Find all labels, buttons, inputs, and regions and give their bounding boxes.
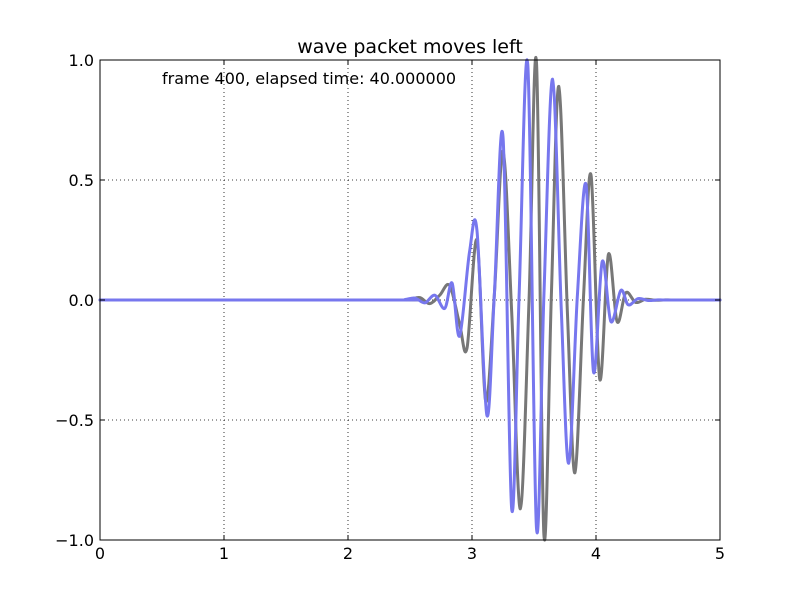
frame-annotation: frame 400, elapsed time: 40.000000: [162, 69, 456, 88]
y-tick-label: 1.0: [69, 51, 94, 70]
x-tick-label: 4: [591, 544, 601, 563]
x-tick-label: 3: [467, 544, 477, 563]
axis-ticks: 0 1 2 3 4 5 −1.0 −0.5 0.0 0.5 1.0: [55, 51, 725, 563]
x-tick-label: 2: [343, 544, 353, 563]
y-tick-label: −0.5: [55, 411, 94, 430]
y-tick-label: 0.5: [69, 171, 94, 190]
y-tick-label: 0.0: [69, 291, 94, 310]
x-tick-label: 1: [219, 544, 229, 563]
x-tick-label: 5: [715, 544, 725, 563]
series-lines: [98, 56, 722, 542]
x-tick-label: 0: [95, 544, 105, 563]
series-line-blue: [98, 58, 722, 535]
y-tick-label: −1.0: [55, 531, 94, 550]
chart-title: wave packet moves left: [297, 36, 523, 58]
